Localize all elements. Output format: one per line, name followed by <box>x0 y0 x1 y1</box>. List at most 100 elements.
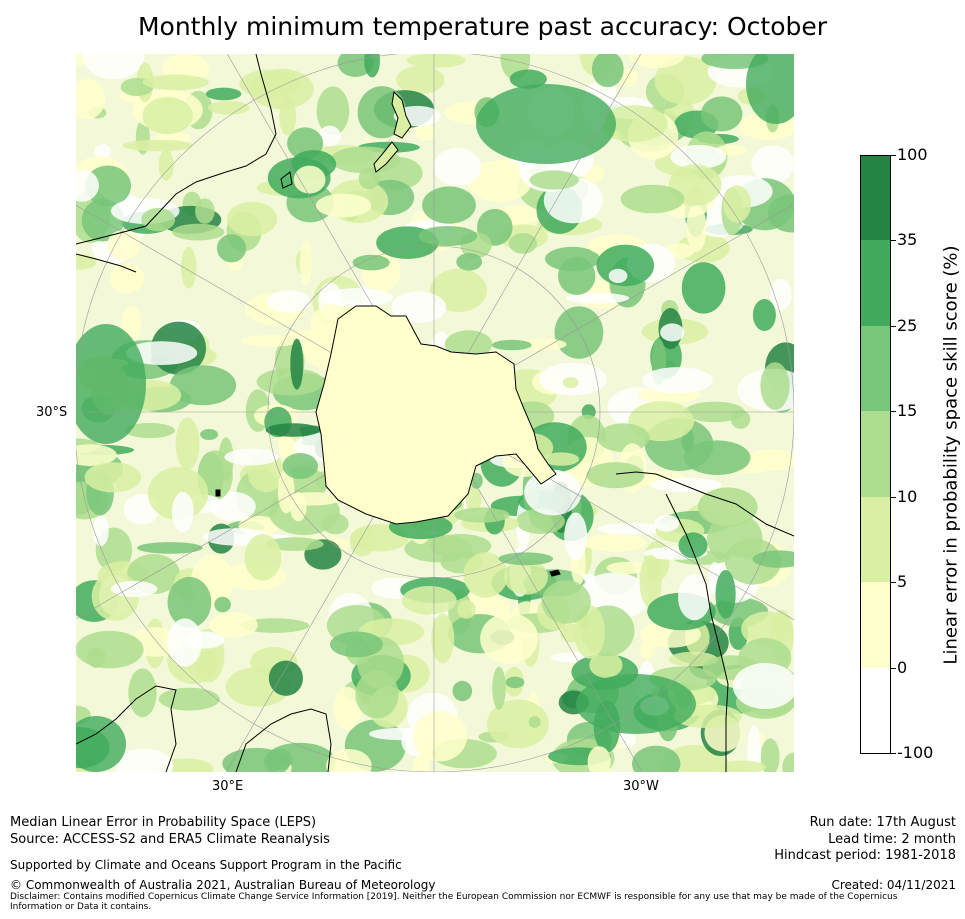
skill-patch <box>582 533 647 552</box>
skill-patch <box>85 165 131 207</box>
colorbar-tick-label: 10 <box>897 486 918 506</box>
colorbar-tick <box>891 753 896 754</box>
skill-patch <box>678 574 711 621</box>
polar-map-canvas <box>76 54 794 772</box>
colorbar-tick-label: 100 <box>897 145 928 164</box>
skill-patch <box>697 487 758 527</box>
lon-label-30w: 30°W <box>623 779 659 794</box>
skill-patch <box>587 746 611 772</box>
skill-patch <box>76 169 99 202</box>
skill-patch <box>265 537 324 551</box>
skill-patch <box>355 670 399 719</box>
meridian-line <box>480 203 794 386</box>
skill-patch <box>429 533 492 559</box>
skill-patch <box>265 423 321 437</box>
skill-patch <box>167 576 212 628</box>
skill-patch <box>642 367 713 394</box>
skill-patch <box>620 184 685 214</box>
skill-patch <box>767 194 794 233</box>
skill-patch <box>84 462 142 493</box>
skill-patch <box>175 417 200 470</box>
meridian-line <box>76 438 388 620</box>
skill-patch <box>227 201 278 237</box>
skill-patch <box>141 207 176 232</box>
colorbar-bin <box>861 325 890 412</box>
skill-patch <box>414 124 437 141</box>
skill-patch <box>216 234 247 263</box>
skill-patch <box>422 186 476 224</box>
skill-patch-high <box>476 84 616 164</box>
skill-patch <box>330 631 383 658</box>
skill-patch <box>158 687 220 711</box>
meridian-line <box>460 458 643 772</box>
colorbar-tick <box>891 155 896 156</box>
tasmania-coastline <box>280 171 293 189</box>
meridian-line <box>225 458 408 772</box>
skill-patch <box>770 278 792 311</box>
skill-patch <box>418 226 478 246</box>
skill-patch <box>629 54 685 68</box>
skill-patch <box>412 710 468 762</box>
skill-patch <box>142 97 193 135</box>
meridian-line <box>76 204 388 386</box>
australia-coastline <box>76 253 137 273</box>
colorbar-tick <box>891 582 896 584</box>
skill-patch <box>597 423 650 453</box>
footer-support: Supported by Climate and Oceans Support … <box>10 858 402 872</box>
colorbar <box>861 155 890 754</box>
skill-patch <box>717 760 767 772</box>
footer-lead-time: Lead time: 2 month <box>828 832 956 847</box>
skill-patch <box>715 570 736 619</box>
skill-patch <box>315 193 372 218</box>
skill-patch <box>554 306 604 359</box>
colorbar-tick-label: 15 <box>897 401 918 421</box>
skill-patch <box>195 198 215 224</box>
skill-patch <box>352 254 390 271</box>
skill-patch <box>128 668 157 718</box>
skill-patch <box>503 559 548 595</box>
skill-patch <box>208 100 250 115</box>
skill-patch <box>564 512 588 561</box>
skill-patch <box>172 223 225 241</box>
skill-patch <box>158 149 174 181</box>
meridian-line <box>460 54 642 366</box>
skill-patch <box>109 263 145 294</box>
new-zealand-coastline <box>391 90 412 139</box>
skill-patch <box>137 542 203 554</box>
map-title: Monthly minimum temperature past accurac… <box>137 12 828 41</box>
skill-patch-high <box>746 54 794 124</box>
skill-patch <box>562 377 579 389</box>
colorbar-bin <box>861 155 890 241</box>
colorbar-bin <box>861 667 890 754</box>
skill-patch <box>431 613 455 664</box>
footer-disclaimer: Disclaimer: Contains modified Copernicus… <box>10 892 898 912</box>
colorbar-tick-label: 5 <box>897 572 908 592</box>
skill-patch <box>541 580 591 624</box>
footer-run-date: Run date: 17th August <box>809 815 956 830</box>
skill-patch <box>326 749 372 772</box>
skill-patch <box>222 747 290 772</box>
skill-patch <box>107 229 141 260</box>
skill-patch <box>619 729 636 748</box>
footer-hindcast: Hindcast period: 1981-2018 <box>774 848 956 863</box>
skill-patch <box>597 523 667 535</box>
skill-patch <box>350 528 375 557</box>
footer-created: Created: 04/11/2021 <box>831 878 956 892</box>
lon-label-30e: 30°E <box>212 779 244 794</box>
skill-patch-high <box>76 716 126 772</box>
colorbar-bin <box>861 582 890 669</box>
skill-patch <box>751 145 794 183</box>
skill-patch <box>467 160 533 203</box>
skill-patch <box>456 253 483 271</box>
skill-patch <box>591 54 624 88</box>
skill-patch <box>316 86 350 136</box>
skill-patch <box>142 74 209 91</box>
skill-patch <box>321 288 394 307</box>
skill-patch <box>487 699 549 749</box>
skill-patch <box>289 492 307 522</box>
skill-patch <box>454 507 510 523</box>
skill-patch <box>760 738 780 772</box>
skill-patch <box>224 448 279 466</box>
skill-patch <box>529 170 579 190</box>
skill-patch <box>565 292 630 304</box>
